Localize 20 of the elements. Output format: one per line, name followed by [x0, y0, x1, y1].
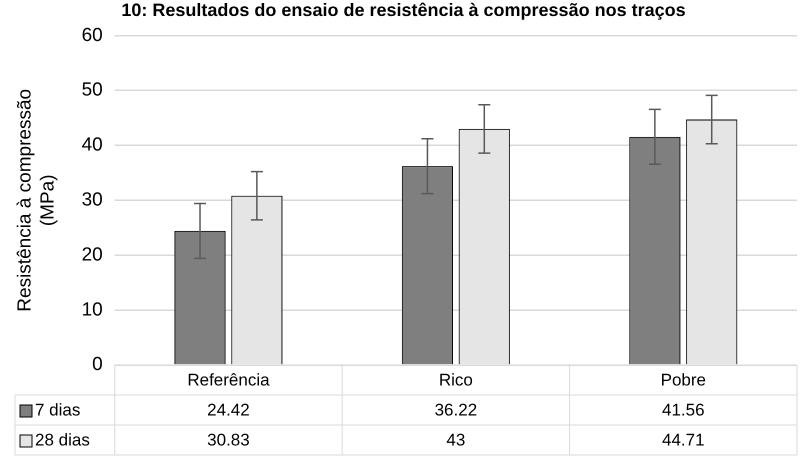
chart-title: 10: Resultados do ensaio de resistência à compressão nos traços: [121, 0, 686, 20]
data-label: 36.22: [434, 400, 478, 420]
data-label: 41.56: [662, 400, 705, 420]
y-tick-label: 20: [82, 244, 103, 266]
x-tick-label: Pobre: [660, 370, 706, 390]
y-tick-label: 60: [82, 24, 103, 46]
data-label: 24.42: [207, 400, 250, 420]
x-tick-label: Rico: [438, 370, 473, 390]
y-tick-label: 10: [82, 299, 103, 320]
y-axis-title: Resistência à compressão (MPa): [14, 88, 58, 312]
y-tick-label: 0: [92, 354, 103, 376]
legend-label: 7 dias: [35, 400, 80, 420]
data-label: 30.83: [207, 430, 250, 450]
x-tick-label: Referência: [187, 370, 270, 390]
data-label: 44.71: [662, 430, 705, 450]
data-label: 43: [446, 430, 466, 450]
legend-label: 28 dias: [35, 430, 90, 450]
y-tick-label: 30: [82, 190, 103, 211]
y-tick-label: 40: [82, 134, 103, 156]
y-tick-label: 50: [82, 80, 103, 101]
